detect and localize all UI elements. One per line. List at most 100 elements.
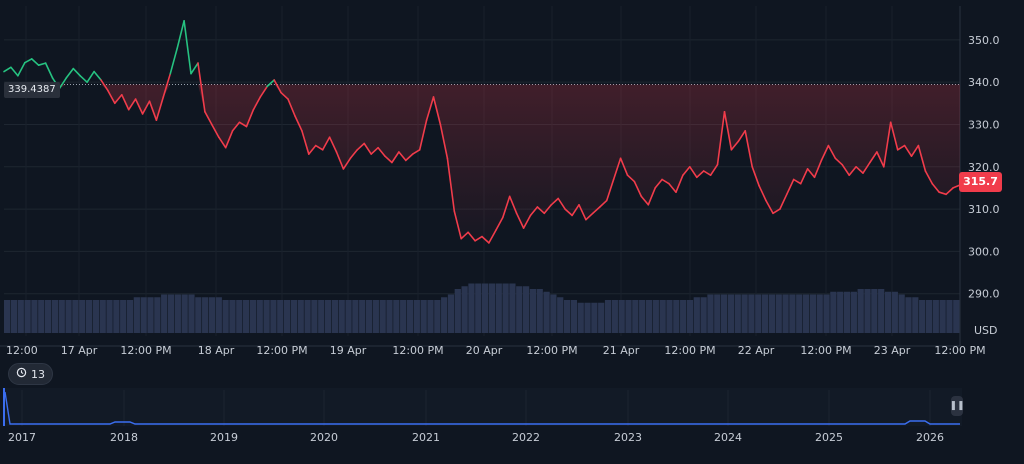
navigator-year-label: 2022 <box>512 431 540 444</box>
history-button[interactable]: 13 <box>8 363 53 385</box>
volume-bar <box>898 294 905 333</box>
price-segment <box>654 178 663 189</box>
price-segment <box>231 121 241 132</box>
price-segment <box>127 98 137 111</box>
x-tick-label: 12:00 <box>6 344 38 357</box>
volume-bar <box>236 300 243 333</box>
price-segment <box>508 195 518 215</box>
volume-bar <box>502 283 509 333</box>
volume-bar <box>154 297 161 333</box>
volume-bar <box>761 294 769 333</box>
y-tick-label: 300.0 <box>968 245 1000 258</box>
volume-bar <box>905 297 912 333</box>
volume-bar <box>24 300 31 333</box>
pause-handle-icon[interactable]: ❚❚ <box>949 396 965 416</box>
price-segment <box>294 115 303 132</box>
volume-bar <box>229 300 236 333</box>
volume-bar <box>557 297 564 333</box>
volume-bar <box>202 297 209 333</box>
price-segment <box>557 197 566 210</box>
price-segment <box>571 204 580 217</box>
volume-bar <box>789 294 796 333</box>
volume-bar <box>714 294 721 333</box>
volume-bar <box>884 291 892 333</box>
volume-bar <box>755 294 762 333</box>
price-segment <box>58 77 68 90</box>
volume-bar <box>338 300 345 333</box>
volume-bar <box>38 300 45 333</box>
x-axis: 12:00 17 Apr 12:00 PM 18 Apr 12:00 PM 19 Apr 1… <box>6 344 986 357</box>
y-tick-label: 310.0 <box>968 203 1000 216</box>
price-segment <box>488 229 497 244</box>
volume-bar <box>639 300 646 333</box>
price-segment <box>114 94 123 105</box>
x-tick-label: 18 Apr <box>198 344 235 357</box>
price-segment <box>827 144 837 160</box>
volume-bar <box>140 297 147 333</box>
volume-bar <box>563 300 571 333</box>
volume-bar <box>454 289 461 333</box>
reference-price-label: 339.4387 <box>4 82 60 98</box>
price-segment <box>224 130 234 149</box>
volume-bar <box>99 300 106 333</box>
navigator[interactable]: 2017 2018 2019 2020 2021 2022 2023 2024 2025 2026 <box>3 388 962 444</box>
price-segment <box>550 197 560 206</box>
price-segment <box>564 208 573 217</box>
volume-bar <box>707 294 714 333</box>
x-tick-label: 12:00 PM <box>120 344 171 357</box>
volume-bar <box>741 294 748 333</box>
price-segment <box>848 166 857 176</box>
price-segment <box>162 72 172 98</box>
volume-bar <box>434 300 441 333</box>
price-segment <box>495 216 504 231</box>
price-segment <box>917 144 927 172</box>
price-segment <box>439 123 449 160</box>
price-segment <box>183 19 192 75</box>
price-segment <box>342 157 352 170</box>
price-segment <box>65 67 75 79</box>
price-segment <box>744 130 754 168</box>
volume-bar <box>591 302 598 333</box>
price-segment <box>287 98 296 117</box>
volume-bar <box>72 300 79 333</box>
price-segment <box>612 157 622 181</box>
volume-bar <box>577 302 584 333</box>
price-segment <box>737 130 747 143</box>
price-segment <box>633 180 643 198</box>
price-segment <box>515 212 525 229</box>
volume-bar <box>461 286 468 333</box>
volume-bar <box>666 300 673 333</box>
volume-bar <box>420 300 427 333</box>
price-segment <box>3 66 12 73</box>
volume-bar <box>58 300 65 333</box>
volume-bar <box>120 300 127 333</box>
price-segment <box>799 168 809 185</box>
volume-bar <box>174 294 181 333</box>
price-segment <box>245 108 255 128</box>
price-segment <box>30 58 40 66</box>
volume-bar <box>365 300 373 333</box>
price-segment <box>792 178 802 185</box>
price-segment <box>356 142 366 151</box>
price-segment <box>204 111 213 126</box>
price-segment <box>501 195 511 219</box>
price-segment <box>709 163 719 176</box>
price-segment <box>758 185 767 202</box>
volume-bar <box>816 294 823 333</box>
y-tick-label: 340.0 <box>968 76 1000 89</box>
volume-bar <box>427 300 434 333</box>
price-segment <box>529 206 539 217</box>
volume-bar <box>625 300 632 333</box>
price-segment <box>578 204 587 221</box>
navigator-year-label: 2017 <box>8 431 36 444</box>
currency-label: USD <box>974 324 998 337</box>
volume-bar <box>208 297 216 333</box>
volume-bar <box>693 297 700 333</box>
price-segment <box>197 62 206 113</box>
price-segment <box>591 206 601 215</box>
volume-bar <box>919 300 926 333</box>
